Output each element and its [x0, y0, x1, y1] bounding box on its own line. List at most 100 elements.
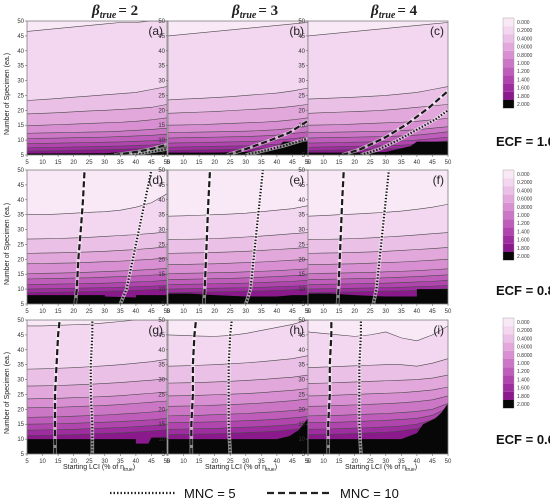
y-tick-label: 25 [158, 392, 165, 398]
panel-label: (b) [289, 24, 304, 38]
y-tick-label: 10 [158, 287, 165, 293]
panel-label: (f) [433, 173, 444, 187]
panel-frame [26, 319, 168, 455]
x-tick-label: 10 [180, 309, 187, 315]
y-tick-label: 20 [17, 257, 24, 263]
panel-plot-area [308, 320, 448, 454]
x-tick-label: 20 [351, 309, 358, 315]
y-tick-label: 20 [17, 108, 24, 114]
x-tick-label: 40 [133, 309, 140, 315]
x-tick-label: 20 [70, 160, 77, 166]
x-axis-label: Starting LCI (% of ηtrue) [345, 464, 417, 473]
x-tick-label: 25 [367, 459, 374, 465]
colorbar-tick-label: 1.000 [517, 213, 530, 219]
x-tick-label: 30 [242, 160, 249, 166]
colorbar-tick-label: 0.2000 [517, 28, 533, 34]
mnc5-line [89, 320, 94, 454]
colorbar-swatch [503, 100, 514, 109]
x-tick-label: 20 [70, 459, 77, 465]
y-tick-label: 15 [17, 272, 24, 278]
panel-label: (h) [289, 323, 304, 337]
y-tick-label: 50 [17, 19, 24, 25]
x-tick-label: 15 [55, 309, 62, 315]
contour-line [168, 232, 308, 240]
y-tick-label: 15 [298, 272, 305, 278]
y-tick-label: 30 [17, 378, 24, 384]
contour-line [27, 146, 167, 152]
beta-value: = 4 [397, 3, 417, 19]
panel-plot-area [27, 21, 167, 155]
colorbar-swatch [503, 83, 514, 92]
contour-line [168, 104, 308, 114]
legend-mnc5-label: MNC = 5 [184, 486, 236, 501]
y-tick-label: 35 [298, 64, 305, 70]
x-tick-label: 30 [242, 309, 249, 315]
colorbar: 0.000 0.2000 0.4000 0.6000 0.8000 1.000 1.200 1… [502, 317, 533, 409]
colorbar-tick-label: 1.400 [517, 377, 530, 383]
panel-plot-area [168, 320, 308, 454]
panel-frame [307, 20, 449, 156]
contour-line [168, 259, 308, 265]
panel-plot-area [308, 21, 448, 155]
colorbar-swatch [503, 334, 514, 343]
colorbar-swatch [503, 350, 514, 359]
x-tick-label: 35 [258, 459, 265, 465]
y-tick-label: 5 [162, 452, 166, 458]
contour-line [308, 104, 448, 114]
y-tick-label: 15 [158, 422, 165, 428]
contour-line [168, 279, 308, 285]
y-tick-label: 25 [17, 392, 24, 398]
contour-line [308, 22, 448, 37]
x-tick-label: 25 [227, 309, 234, 315]
mnc5-line-halo [129, 147, 167, 155]
x-tick-label: 25 [86, 309, 93, 315]
x-tick-label: 5 [166, 459, 170, 465]
contour-line [27, 417, 167, 425]
contour-line [168, 247, 308, 254]
x-tick-label: 50 [445, 459, 452, 465]
panel-label: (a) [148, 24, 163, 38]
contour-line [27, 267, 167, 274]
colorbar-swatch [503, 178, 514, 187]
y-tick-label: 20 [17, 407, 24, 413]
y-tick-label: 45 [17, 34, 24, 40]
colorbar-swatch [503, 26, 514, 35]
contour-line [308, 410, 448, 430]
colorbar-swatch [503, 202, 514, 211]
y-tick-label: 30 [298, 228, 305, 234]
colorbar-tick-label: 1.000 [517, 61, 530, 67]
y-tick-label: 5 [302, 302, 306, 308]
y-tick-label: 45 [158, 333, 165, 339]
row-label-ecf-0-6: ECF = 0.6 [496, 432, 550, 447]
y-tick-label: 50 [158, 168, 165, 174]
x-tick-label: 50 [305, 459, 312, 465]
colorbar-tick-label: 0.8000 [517, 205, 533, 211]
colorbar-swatch [503, 59, 514, 68]
colorbar-swatch [503, 400, 514, 409]
mnc5-line [360, 109, 448, 155]
x-tick-label: 10 [320, 309, 327, 315]
y-tick-label: 15 [298, 422, 305, 428]
contour-line [308, 247, 448, 254]
mnc5-line [244, 170, 264, 304]
column-header-beta-2: βtrue = 2 [91, 3, 138, 21]
contour-band-max [27, 437, 167, 454]
contour-line [308, 407, 448, 424]
colorbar-tick-label: 1.400 [517, 229, 530, 235]
contour-line [27, 246, 167, 254]
contour-line [27, 320, 167, 327]
mnc5-line [358, 320, 362, 454]
x-tick-label: 40 [274, 309, 281, 315]
x-tick-label: 5 [25, 309, 29, 315]
colorbar-swatch [503, 194, 514, 203]
y-tick-label: 25 [298, 242, 305, 248]
x-tick-label: 20 [211, 309, 218, 315]
legend-mnc10-label: MNC = 10 [340, 486, 399, 501]
y-tick-label: 10 [298, 138, 305, 144]
y-axis-label: Number of Specimen (ea.) [4, 53, 11, 135]
panel-label: (c) [430, 24, 444, 38]
x-tick-label: 5 [306, 309, 310, 315]
x-tick-label: 20 [211, 160, 218, 166]
x-tick-label: 35 [117, 459, 124, 465]
